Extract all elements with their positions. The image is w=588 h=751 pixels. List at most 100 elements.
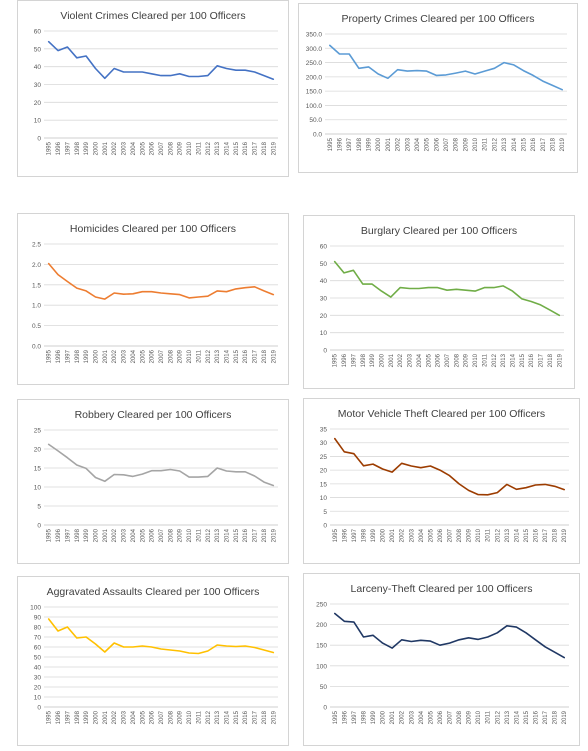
x-tick-label: 1998 — [361, 710, 367, 724]
x-tick-label: 2003 — [405, 137, 411, 151]
x-tick-label: 2007 — [159, 141, 165, 155]
y-tick-label: 10 — [34, 118, 42, 125]
y-tick-label: 0 — [37, 136, 41, 143]
x-tick-label: 2004 — [415, 137, 421, 151]
chart-title: Burglary Cleared per 100 Officers — [360, 225, 518, 237]
x-tick-label: 2004 — [131, 528, 137, 542]
x-tick-label: 2013 — [215, 141, 221, 155]
y-tick-label: 50.0 — [309, 117, 322, 124]
x-tick-label: 2007 — [448, 528, 454, 542]
y-tick-label: 2.5 — [32, 242, 41, 249]
x-tick-label: 2019 — [271, 528, 277, 542]
x-tick-label: 2008 — [454, 137, 460, 151]
x-tick-label: 2017 — [543, 528, 549, 542]
x-tick-label: 2008 — [454, 353, 460, 367]
x-tick-label: 2008 — [457, 710, 463, 724]
x-tick-label: 2001 — [389, 353, 395, 367]
y-tick-label: 20 — [34, 447, 42, 454]
x-tick-label: 2007 — [159, 710, 165, 724]
x-tick-label: 1999 — [84, 710, 90, 724]
x-tick-label: 1995 — [47, 349, 53, 363]
x-tick-label: 2014 — [225, 349, 231, 363]
y-tick-label: 0.5 — [32, 323, 41, 330]
x-tick-label: 2015 — [234, 528, 240, 542]
x-tick-label: 2011 — [196, 710, 202, 724]
x-tick-label: 1995 — [328, 137, 334, 151]
x-tick-label: 2007 — [448, 710, 454, 724]
x-tick-label: 2019 — [271, 710, 277, 724]
x-tick-label: 2018 — [553, 528, 559, 542]
x-tick-label: 2013 — [505, 710, 511, 724]
x-tick-label: 2018 — [262, 710, 268, 724]
x-tick-label: 2017 — [253, 349, 259, 363]
x-tick-label: 1999 — [84, 528, 90, 542]
x-tick-label: 2003 — [408, 353, 414, 367]
x-tick-label: 2009 — [178, 349, 184, 363]
x-tick-label: 2012 — [492, 137, 498, 151]
x-tick-label: 2007 — [444, 137, 450, 151]
y-tick-label: 200 — [316, 622, 327, 629]
x-tick-label: 2017 — [253, 528, 259, 542]
x-tick-label: 1998 — [75, 349, 81, 363]
x-tick-label: 1996 — [342, 353, 348, 367]
x-tick-label: 2015 — [521, 137, 527, 151]
series-line — [333, 437, 566, 496]
x-tick-label: 2008 — [168, 710, 174, 724]
x-tick-label: 2009 — [178, 528, 184, 542]
x-tick-label: 2019 — [562, 528, 568, 542]
series-line — [47, 262, 275, 300]
chart-title: Larceny-Theft Cleared per 100 Officers — [350, 583, 533, 595]
x-tick-label: 2006 — [438, 710, 444, 724]
x-tick-label: 2010 — [187, 528, 193, 542]
chart-panel-larceny-theft: Larceny-Theft Cleared per 100 Officers 0… — [303, 573, 580, 746]
y-tick-label: 60 — [34, 645, 42, 652]
x-tick-label: 1995 — [333, 353, 339, 367]
x-tick-label: 2006 — [438, 528, 444, 542]
chart-panel-motor-vehicle-theft: Motor Vehicle Theft Cleared per 100 Offi… — [303, 398, 580, 564]
x-tick-label: 2012 — [492, 353, 498, 367]
chart-title: Violent Crimes Cleared per 100 Officers — [60, 10, 246, 22]
x-tick-label: 2018 — [262, 141, 268, 155]
x-tick-label: 2016 — [531, 137, 537, 151]
x-tick-label: 1998 — [357, 137, 363, 151]
x-tick-label: 2014 — [514, 528, 520, 542]
x-tick-label: 2005 — [428, 710, 434, 724]
x-tick-label: 2009 — [467, 528, 473, 542]
x-tick-label: 2016 — [243, 528, 249, 542]
x-tick-label: 2011 — [486, 528, 492, 542]
x-tick-label: 2006 — [150, 349, 156, 363]
x-tick-label: 2010 — [187, 141, 193, 155]
x-tick-label: 2003 — [409, 710, 415, 724]
x-tick-label: 1998 — [361, 528, 367, 542]
x-tick-label: 2015 — [234, 710, 240, 724]
chart-panel-violent-crimes: Violent Crimes Cleared per 100 Officers … — [17, 0, 289, 177]
y-tick-label: 50 — [320, 261, 328, 268]
x-tick-label: 2005 — [140, 349, 146, 363]
x-tick-label: 2004 — [131, 710, 137, 724]
x-tick-label: 2019 — [560, 137, 566, 151]
x-tick-label: 2003 — [122, 710, 128, 724]
x-tick-label: 2004 — [417, 353, 423, 367]
x-tick-label: 1996 — [342, 528, 348, 542]
x-tick-label: 2014 — [225, 710, 231, 724]
y-tick-label: 90 — [34, 615, 42, 622]
y-tick-label: 5 — [37, 504, 41, 511]
series-line — [328, 44, 564, 91]
x-tick-label: 1995 — [47, 141, 53, 155]
x-tick-label: 2004 — [131, 349, 137, 363]
y-tick-label: 150 — [316, 643, 327, 650]
y-tick-label: 30 — [320, 296, 328, 303]
x-tick-label: 1998 — [75, 710, 81, 724]
y-tick-label: 60 — [34, 29, 42, 36]
y-tick-label: 100 — [30, 605, 41, 612]
chart-svg: 0.0 50.0 100.0 150.0 200.0 250.0 300.0 350.0 199… — [306, 32, 567, 151]
y-tick-label: 200.0 — [306, 74, 323, 81]
x-tick-label: 2018 — [550, 137, 556, 151]
x-tick-label: 2006 — [150, 528, 156, 542]
x-tick-label: 1996 — [56, 349, 62, 363]
x-tick-label: 2004 — [419, 528, 425, 542]
y-tick-label: 70 — [34, 635, 42, 642]
series-line — [333, 612, 566, 659]
x-tick-label: 2011 — [486, 710, 492, 724]
